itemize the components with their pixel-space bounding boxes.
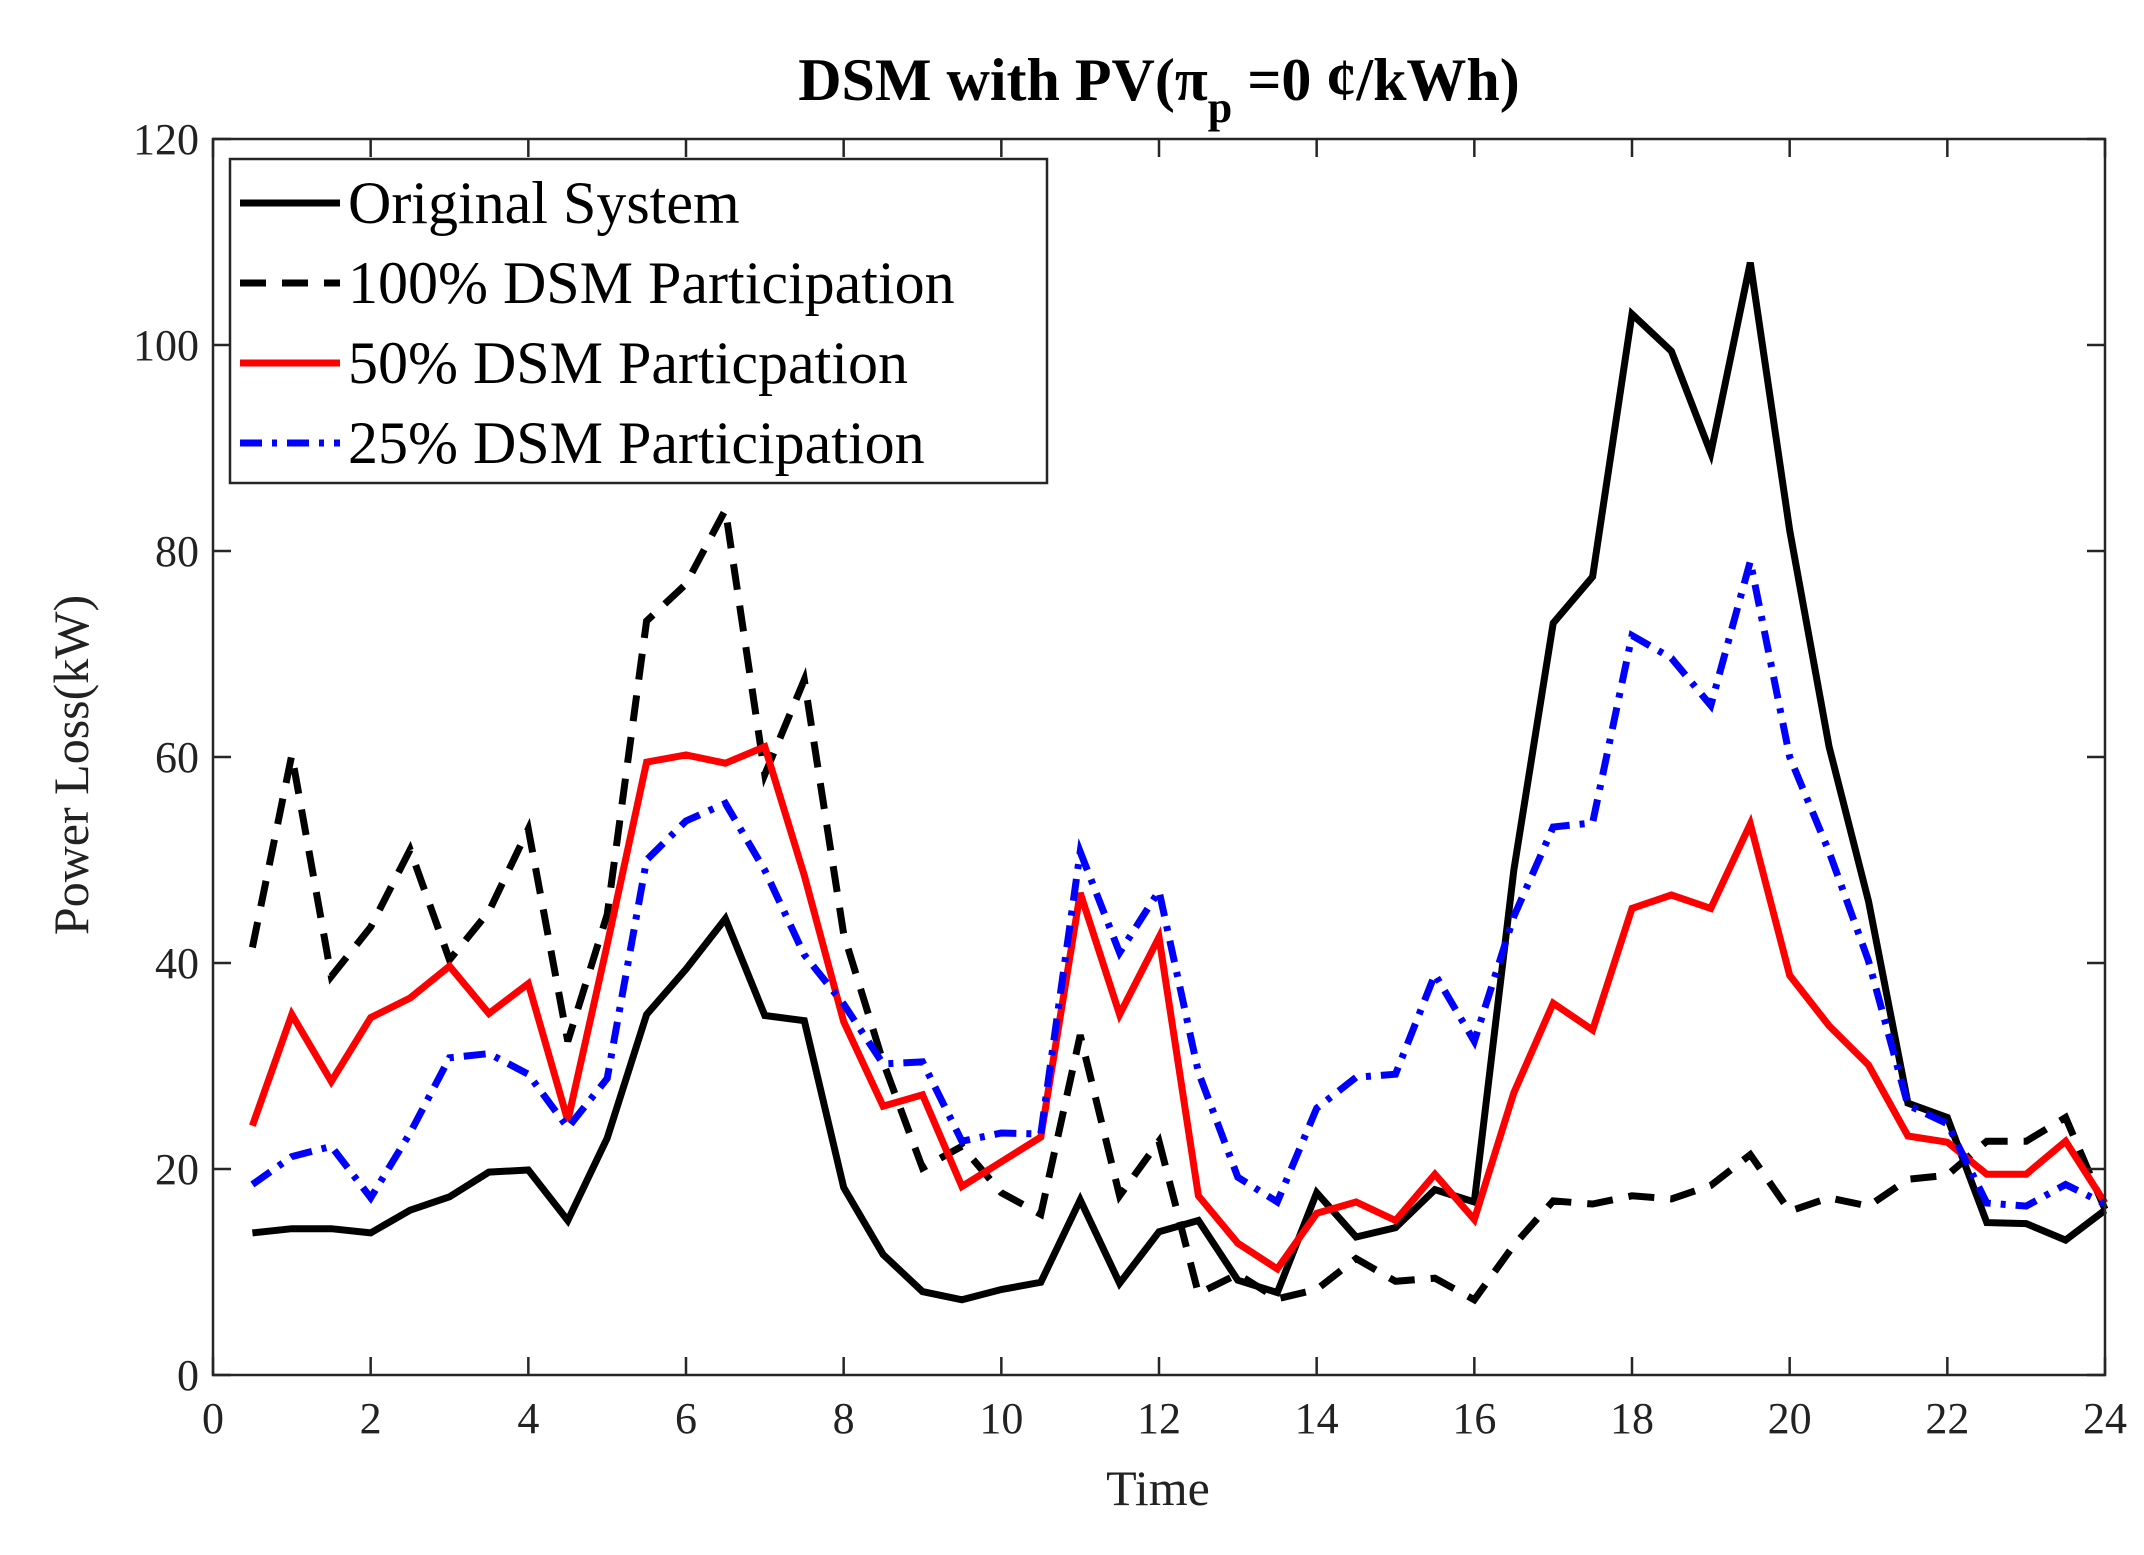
y-tick-label: 80 <box>155 527 199 576</box>
x-tick-label: 6 <box>675 1394 697 1443</box>
chart-title: DSM with PV(πp =0 ¢/kWh) <box>798 47 1520 132</box>
chart-title-suffix: =0 ¢/kWh) <box>1232 47 1520 113</box>
y-tick-label: 120 <box>133 115 199 164</box>
x-tick-label: 18 <box>1610 1394 1654 1443</box>
x-axis-label: Time <box>1106 1460 1210 1516</box>
series-line-3 <box>250 560 2107 1210</box>
y-tick-label: 60 <box>155 733 199 782</box>
legend-label-1: 100% DSM Participation <box>348 250 955 316</box>
chart-title-pi: π <box>1175 47 1208 113</box>
x-tick-label: 2 <box>360 1394 382 1443</box>
x-tick-label: 20 <box>1768 1394 1812 1443</box>
legend-label-3: 25% DSM Participation <box>348 410 925 476</box>
x-tick-label: 22 <box>1925 1394 1969 1443</box>
legend-label-2: 50% DSM Particpation <box>348 330 908 396</box>
x-tick-label: 0 <box>202 1394 224 1443</box>
x-tick-label: 24 <box>2083 1394 2127 1443</box>
x-tick-label: 16 <box>1452 1394 1496 1443</box>
series-line-2 <box>249 741 2108 1274</box>
y-tick-label: 100 <box>133 321 199 370</box>
y-tick-label: 40 <box>155 939 199 988</box>
y-tick-label: 0 <box>177 1351 199 1400</box>
series-line-1 <box>248 498 2109 1305</box>
legend-box <box>228 157 1049 485</box>
x-tick-label: 8 <box>833 1394 855 1443</box>
x-tick-label: 4 <box>517 1394 539 1443</box>
plot-area <box>248 261 2109 1305</box>
legend-label-0: Original System <box>348 170 740 236</box>
y-axis-label: Power Loss(kW) <box>43 595 99 935</box>
x-tick-label: 14 <box>1295 1394 1339 1443</box>
chart-title-prefix: DSM with PV( <box>798 47 1175 113</box>
legend: Original System 100% DSM Participation 50%… <box>228 157 1049 485</box>
x-tick-label: 12 <box>1137 1394 1181 1443</box>
chart-title-subscript: p <box>1208 83 1232 132</box>
y-tick-label: 20 <box>155 1145 199 1194</box>
x-tick-label: 10 <box>979 1394 1023 1443</box>
